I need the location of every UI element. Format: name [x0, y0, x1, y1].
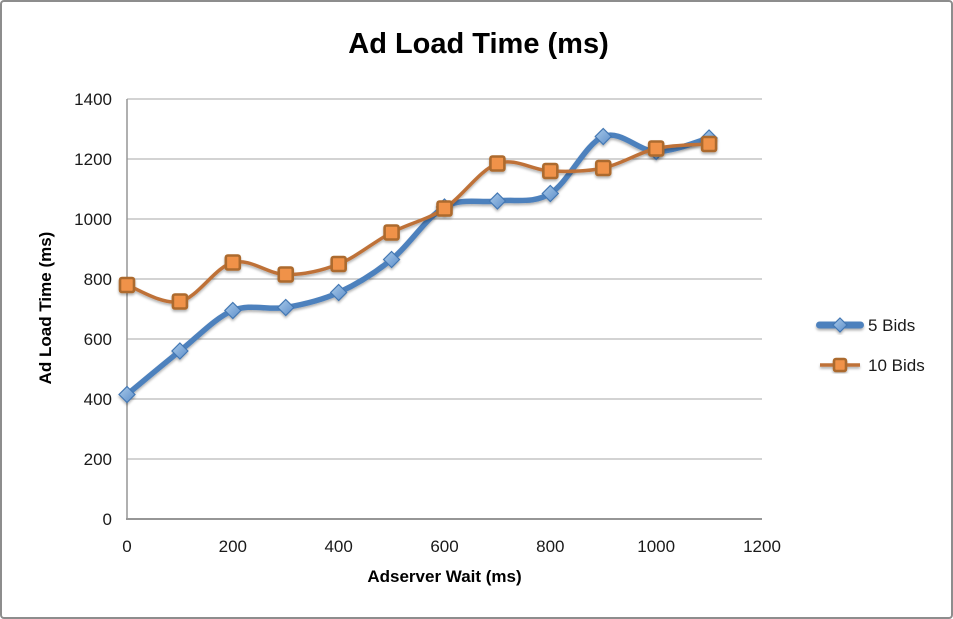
legend: 5 Bids 10 Bids: [816, 316, 925, 375]
series-line: [125, 142, 711, 304]
data-point-marker-diamond: [541, 184, 560, 203]
y-tick-label: 1000: [74, 210, 112, 229]
x-tick-label: 400: [324, 537, 352, 556]
data-point-marker-square: [832, 357, 848, 373]
series-line: [124, 132, 712, 398]
y-tick-label: 1200: [74, 150, 112, 169]
y-tick-label: 0: [103, 510, 112, 529]
data-point-marker-diamond: [118, 385, 136, 404]
legend-item-5-bids: [816, 317, 864, 333]
chart-title: Ad Load Time (ms): [348, 28, 609, 60]
data-point-marker-square: [330, 255, 347, 273]
x-tick-label: 1200: [743, 537, 781, 556]
x-tick-label: 800: [536, 537, 564, 556]
data-point-marker-square: [594, 159, 612, 177]
data-point-marker-square: [118, 276, 136, 294]
data-point-marker-square: [700, 135, 718, 153]
x-tick-label: 1000: [637, 537, 675, 556]
series-5-bids: [118, 127, 718, 404]
data-point-marker-diamond: [832, 317, 848, 333]
data-point-marker-diamond: [488, 192, 507, 210]
data-point-marker-square: [647, 140, 665, 157]
data-point-marker-square: [171, 293, 189, 310]
data-point-marker-diamond: [171, 342, 189, 360]
legend-item-10-bids: [820, 357, 860, 373]
x-axis-title: Adserver Wait (ms): [367, 567, 522, 586]
y-tick-label: 1400: [74, 90, 112, 109]
y-tick-label: 400: [84, 390, 112, 409]
x-tick-label: 600: [430, 537, 458, 556]
data-point-marker-diamond: [276, 298, 295, 317]
x-tick-label: 200: [219, 537, 247, 556]
legend-label: 5 Bids: [868, 316, 915, 335]
data-point-marker-diamond: [329, 283, 348, 302]
y-tick-label: 600: [84, 330, 112, 349]
y-tick-label: 200: [84, 450, 112, 469]
series-10-bids: [118, 135, 718, 310]
data-point-marker-diamond: [382, 250, 401, 269]
legend-label: 10 Bids: [868, 356, 925, 375]
data-point-marker-square: [224, 254, 242, 271]
data-point-marker-diamond: [594, 127, 613, 146]
data-point-marker-diamond: [223, 301, 242, 320]
y-tick-label: 800: [84, 270, 112, 289]
data-point-marker-square: [436, 200, 453, 217]
data-point-marker-square: [277, 266, 295, 283]
data-point-marker-square: [383, 224, 400, 241]
data-point-marker-square: [542, 162, 559, 180]
data-point-marker-square: [489, 155, 506, 172]
x-tick-label: 0: [122, 537, 131, 556]
